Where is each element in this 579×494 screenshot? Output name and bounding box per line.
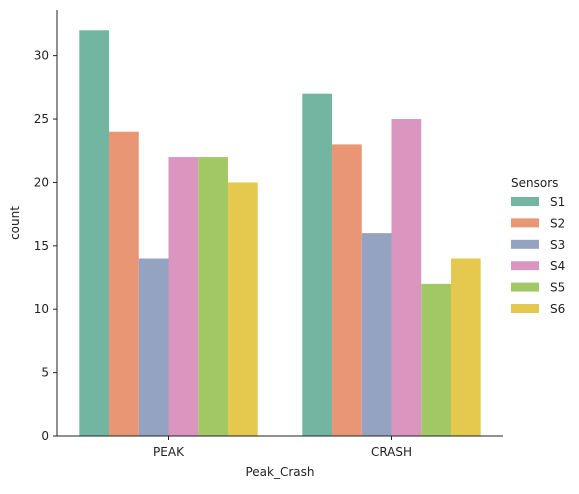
bar-s1-crash (302, 93, 333, 437)
bar-s6-peak (227, 182, 258, 436)
legend-label-s5: S5 (550, 281, 565, 295)
bar-s1-peak (79, 30, 110, 436)
bar-s4-crash (391, 119, 422, 436)
bar-s3-peak (138, 258, 169, 436)
y-tick-label: 25 (34, 112, 49, 126)
y-tick-label: 15 (34, 239, 49, 253)
y-tick-label: 10 (34, 302, 49, 316)
y-tick-label: 0 (41, 429, 49, 443)
bar-s5-peak (198, 157, 228, 436)
bar-s5-crash (421, 283, 451, 436)
legend-swatch-s5 (511, 282, 539, 292)
y-tick-label: 5 (41, 366, 49, 380)
y-tick-label: 30 (34, 49, 49, 63)
legend-label-s3: S3 (550, 238, 565, 252)
legend-label-s6: S6 (550, 302, 565, 316)
legend-swatch-s4 (511, 261, 539, 271)
bars-group (79, 30, 481, 437)
legend-swatch-s3 (511, 239, 539, 249)
y-tick-label: 20 (34, 175, 49, 189)
bar-s4-peak (168, 157, 199, 436)
x-axis-label: Peak_Crash (245, 465, 314, 479)
legend-swatch-s1 (511, 197, 539, 206)
legend-swatch-s2 (511, 218, 539, 228)
legend-swatch-s6 (511, 304, 539, 313)
x-tick-label-crash: CRASH (371, 445, 412, 459)
legend-title: Sensors (511, 176, 558, 190)
y-axis-label: count (8, 206, 22, 240)
bar-s3-crash (361, 233, 392, 436)
legend-label-s1: S1 (550, 195, 565, 209)
y-axis-ticks: 0 5 10 15 20 25 30 (34, 49, 57, 443)
bar-s2-crash (332, 144, 362, 436)
bar-s6-crash (450, 258, 481, 436)
x-axis-ticks: PEAK CRASH (153, 436, 412, 459)
legend-label-s2: S2 (550, 216, 565, 230)
legend: Sensors S1 S2 S3 S4 S5 S6 (511, 176, 565, 316)
bar-s2-peak (109, 131, 139, 436)
legend-label-s4: S4 (550, 259, 565, 273)
x-tick-label-peak: PEAK (153, 445, 185, 459)
